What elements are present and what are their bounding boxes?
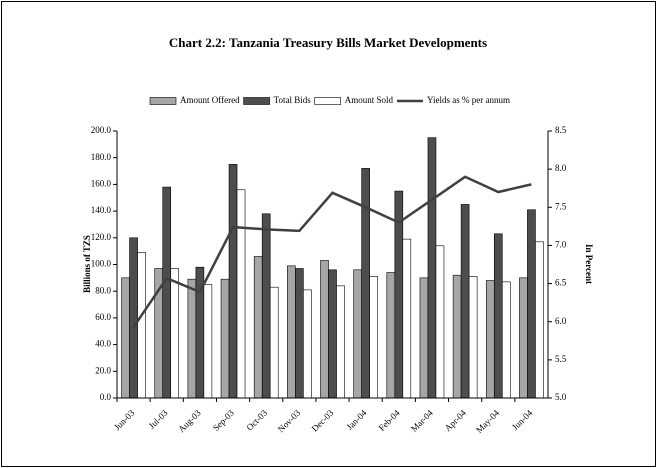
y-tick-label: 40.0 <box>95 339 111 349</box>
legend-label: Total Bids <box>274 95 312 105</box>
chart-title: Chart 2.2: Tanzania Treasury Bills Marke… <box>169 35 487 50</box>
x-tick-label: Dec-03 <box>310 407 336 433</box>
y-tick-label: 160.0 <box>91 178 112 188</box>
legend-swatch <box>314 97 342 105</box>
y-tick-label: 80.0 <box>95 285 111 295</box>
y2-tick-label: 5.5 <box>555 354 567 364</box>
legend-label: Amount Offered <box>180 95 240 105</box>
bar <box>353 269 362 399</box>
bar <box>269 286 279 399</box>
bar <box>187 278 197 399</box>
x-tick-label: Mar-04 <box>409 407 435 433</box>
bar <box>519 277 528 399</box>
y2-tick-label: 8.5 <box>555 125 567 135</box>
bar <box>369 276 378 399</box>
x-tick-label: Nov-03 <box>276 407 303 434</box>
y-tick-label: 180.0 <box>91 152 112 162</box>
y2-tick-label: 5.0 <box>555 392 567 402</box>
line-series <box>132 175 532 328</box>
bar <box>535 241 544 399</box>
x-tick-label: Feb-04 <box>377 407 402 432</box>
y-tick-label: 140.0 <box>91 205 112 215</box>
bar <box>121 277 130 399</box>
bar <box>287 265 296 399</box>
y2-tick-label: 7.5 <box>555 201 567 211</box>
y2-tick-label: 6.0 <box>555 316 567 326</box>
bar <box>386 272 396 399</box>
y-tick-label: 20.0 <box>95 365 111 375</box>
bar <box>137 252 146 399</box>
x-tick-label: Aug-03 <box>176 407 203 434</box>
y-axis-title: Billions of TZS <box>82 235 92 293</box>
legend-label: Amount Sold <box>345 95 394 105</box>
y2-axis-title: In Percent <box>584 244 594 284</box>
x-tick-label: May-04 <box>474 407 502 435</box>
bar <box>435 245 445 399</box>
bar <box>419 277 429 399</box>
bar <box>203 284 213 399</box>
y-tick-label: 60.0 <box>95 312 111 322</box>
bar <box>402 238 412 399</box>
bar <box>253 256 263 399</box>
bar <box>261 213 271 399</box>
bar <box>501 281 511 399</box>
bar <box>485 280 495 399</box>
bar <box>468 276 478 399</box>
bar <box>493 233 503 399</box>
bar <box>170 268 180 399</box>
bar <box>320 260 329 399</box>
legend-swatch <box>243 97 270 105</box>
bar <box>527 209 536 399</box>
bar <box>460 204 470 399</box>
x-tick-label: Sep-03 <box>211 407 236 432</box>
x-tick-label: Jul-03 <box>147 407 170 430</box>
bar <box>162 186 172 399</box>
y-tick-label: 200.0 <box>91 125 112 135</box>
x-tick-label: Oct-03 <box>244 407 269 432</box>
bar <box>129 237 138 399</box>
bar <box>303 289 312 399</box>
legend-swatch <box>149 97 177 105</box>
bar <box>328 269 337 399</box>
bar <box>361 168 370 399</box>
y2-tick-label: 7.0 <box>555 239 567 249</box>
x-tick-label: Jun-03 <box>112 407 137 432</box>
bar <box>452 274 462 399</box>
legend-label: Yields as % per annum <box>427 95 510 105</box>
x-tick-label: Apr-04 <box>443 407 469 433</box>
bar <box>220 278 230 399</box>
bar <box>236 189 246 399</box>
y-tick-label: 0.0 <box>100 392 112 402</box>
bar <box>336 285 345 399</box>
bar <box>427 137 437 399</box>
x-tick-label: Jan-04 <box>344 407 368 431</box>
y-tick-label: 120.0 <box>91 232 112 242</box>
y-tick-label: 100.0 <box>91 259 112 269</box>
y2-tick-label: 6.5 <box>555 278 567 288</box>
y2-tick-label: 8.0 <box>555 163 567 173</box>
bar <box>228 164 238 399</box>
bar <box>295 268 304 399</box>
x-tick-label: Jun-04 <box>510 407 535 432</box>
